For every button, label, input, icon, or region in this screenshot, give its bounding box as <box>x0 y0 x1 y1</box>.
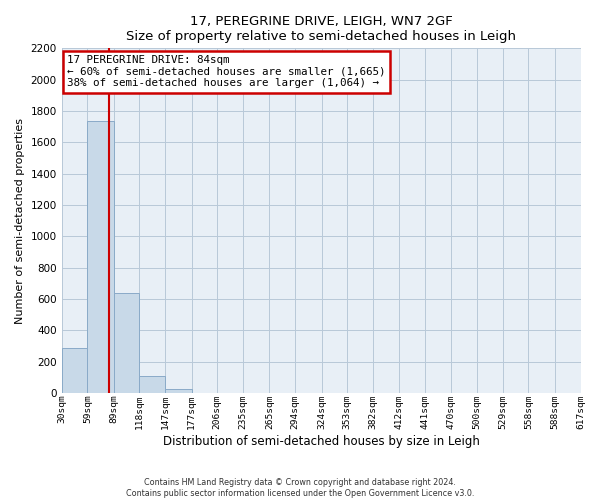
Bar <box>62 348 87 393</box>
Bar <box>87 121 114 393</box>
Bar <box>114 293 139 393</box>
Title: 17, PEREGRINE DRIVE, LEIGH, WN7 2GF
Size of property relative to semi-detached h: 17, PEREGRINE DRIVE, LEIGH, WN7 2GF Size… <box>126 15 516 43</box>
Bar <box>139 376 165 393</box>
Text: Contains HM Land Registry data © Crown copyright and database right 2024.
Contai: Contains HM Land Registry data © Crown c… <box>126 478 474 498</box>
Bar <box>165 389 191 393</box>
X-axis label: Distribution of semi-detached houses by size in Leigh: Distribution of semi-detached houses by … <box>163 434 479 448</box>
Y-axis label: Number of semi-detached properties: Number of semi-detached properties <box>15 118 25 324</box>
Text: 17 PEREGRINE DRIVE: 84sqm
← 60% of semi-detached houses are smaller (1,665)
38% : 17 PEREGRINE DRIVE: 84sqm ← 60% of semi-… <box>67 55 385 88</box>
